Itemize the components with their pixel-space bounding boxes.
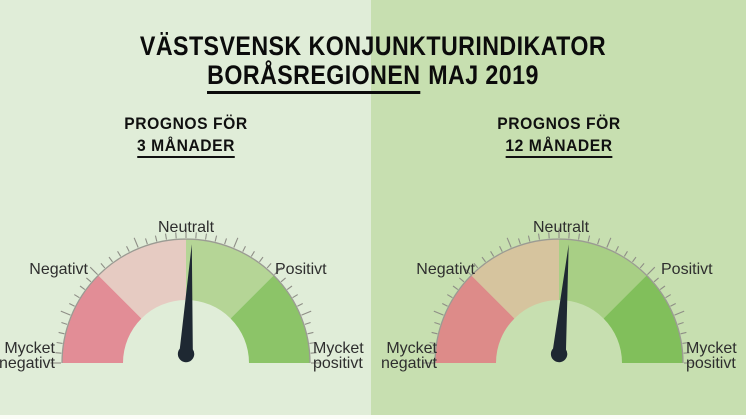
left-gauge-label-mycket-negativt: Mycket negativt <box>0 340 55 372</box>
gauge-ticks <box>423 227 695 364</box>
gauge-needle <box>177 244 195 363</box>
right-gauge-label-mycket-negativt: Mycket negativt <box>357 340 437 372</box>
label-line: Mycket <box>686 340 737 357</box>
left-gauge-heading-line1: PROGNOS FÖR <box>124 114 248 133</box>
label-line: Mycket <box>313 340 364 357</box>
gauge-segment-negativt <box>98 239 186 319</box>
left-gauge-label-positivt: Positivt <box>275 261 327 278</box>
label-line: negativt <box>380 355 437 372</box>
gauge-segment-mycket-positivt <box>230 275 310 363</box>
title-region-underlined: BORÅSREGIONEN <box>207 61 421 94</box>
label-line: positivt <box>686 355 736 372</box>
title-line-1: VÄSTSVENSK KONJUNKTURINDIKATOR <box>139 31 607 61</box>
right-gauge-heading-underline: 12 MÅNADER <box>505 136 613 158</box>
right-gauge-heading-line1: PROGNOS FÖR <box>497 114 621 133</box>
left-gauge-label-negativt: Negativt <box>29 261 88 278</box>
gauge-segment-positivt <box>559 239 647 319</box>
gauge-segment-positivt <box>186 239 274 319</box>
gauge-segment-mycket-negativt <box>62 275 142 363</box>
left-gauge-heading-line2: 3 MÅNADER <box>76 136 297 158</box>
label-line: Mycket <box>386 340 437 357</box>
left-gauge-heading-underline: 3 MÅNADER <box>137 136 235 158</box>
title-line-2: BORÅSREGIONEN MAJ 2019 <box>52 61 694 94</box>
left-gauge-label-mycket-positivt: Mycket positivt <box>313 340 393 372</box>
gauge-segment-mycket-negativt <box>435 275 515 363</box>
right-gauge-label-negativt: Negativt <box>416 261 475 278</box>
bottom-edge-strip <box>0 415 746 419</box>
gauge-arc-outline <box>434 238 684 364</box>
gauge-segment-negativt <box>471 239 559 319</box>
right-gauge-label-positivt: Positivt <box>661 261 713 278</box>
right-gauge-label-mycket-positivt: Mycket positivt <box>686 340 746 372</box>
title-date: MAJ 2019 <box>428 60 539 90</box>
right-gauge-heading: PROGNOS FÖR 12 MÅNADER <box>439 114 679 158</box>
page-title: VÄSTSVENSK KONJUNKTURINDIKATOR BORÅSREGI… <box>0 32 746 94</box>
label-line: positivt <box>313 355 363 372</box>
gauge-segment-mycket-positivt <box>603 275 683 363</box>
right-gauge-label-neutralt: Neutralt <box>532 219 590 236</box>
gauge-3-months <box>50 227 322 364</box>
gauge-ticks <box>50 227 322 364</box>
label-line: negativt <box>0 355 55 372</box>
right-gauge-heading-line2: 12 MÅNADER <box>449 136 670 158</box>
left-gauge-heading: PROGNOS FÖR 3 MÅNADER <box>66 114 306 158</box>
gauge-12-months <box>423 227 695 364</box>
label-line: Mycket <box>4 340 55 357</box>
gauge-needle <box>550 244 569 363</box>
gauge-arc-outline <box>61 238 311 364</box>
left-gauge-label-neutralt: Neutralt <box>157 219 215 236</box>
